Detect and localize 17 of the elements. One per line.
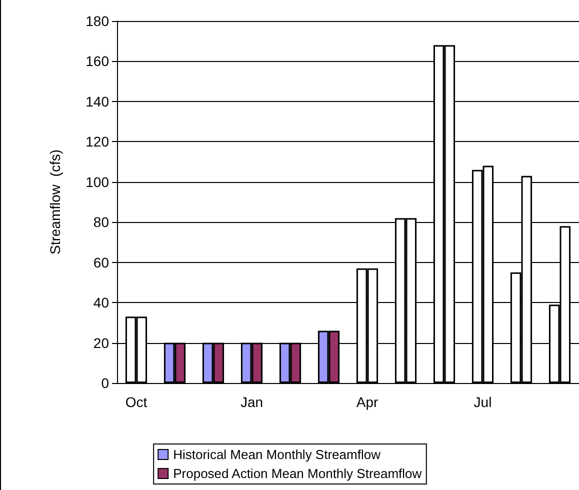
y-tick-label: 0 — [101, 375, 110, 391]
y-axis-title: Streamflow (cfs) — [47, 149, 63, 255]
y-tick-label: 100 — [86, 174, 110, 190]
y-tick-label: 160 — [86, 53, 110, 70]
x-tick-label: Apr — [356, 394, 378, 410]
x-tick-label: Jul — [474, 394, 492, 410]
y-tick-label: 120 — [86, 134, 110, 150]
y-tick-label: 180 — [86, 13, 110, 29]
y-tick-label: 40 — [93, 294, 110, 311]
y-tick-label: 80 — [93, 214, 110, 230]
x-tick-label: Jan — [240, 394, 264, 410]
legend-label: Historical Mean Monthly Streamflow — [173, 447, 382, 462]
legend-label: Proposed Action Mean Monthly Streamflow — [173, 466, 422, 481]
y-tick-label: 140 — [86, 93, 110, 110]
x-tick-label: Oct — [125, 394, 148, 410]
y-tick-label: 60 — [93, 254, 110, 270]
y-tick-label: 20 — [93, 334, 110, 351]
